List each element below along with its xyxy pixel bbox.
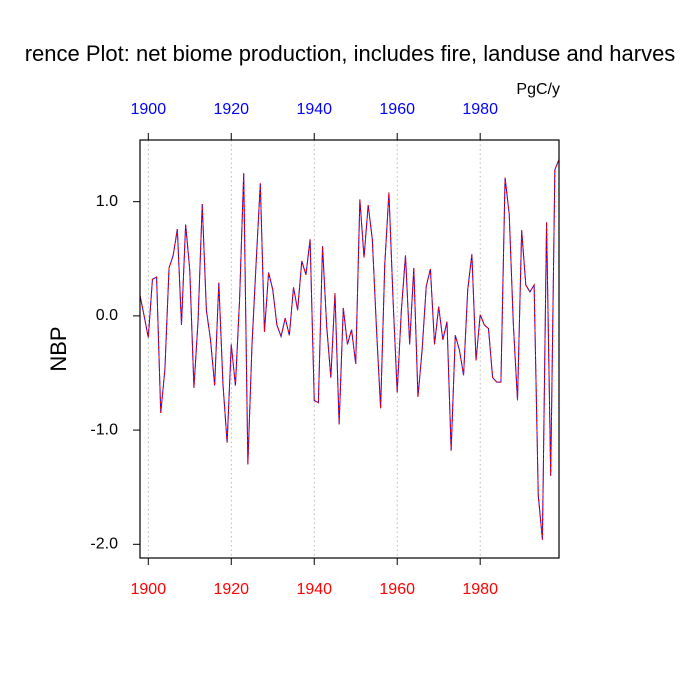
units-label: PgC/y [516,81,560,98]
chart-title: rence Plot: net biome production, includ… [25,41,676,66]
x-tick-label: 1980 [462,581,498,598]
plot-frame [139,139,560,559]
x-tick-label: 1960 [379,581,415,598]
x2-tick-label: 1920 [213,101,249,118]
data-line [139,159,560,540]
y-tick-label: -2.0 [90,536,118,553]
x2-tick-label: 1980 [462,101,498,118]
y-tick-label: 0.0 [96,307,118,324]
x-tick-label: 1900 [131,581,167,598]
data-line [139,159,560,540]
y-axis-label: NBP [46,326,71,371]
x2-tick-label: 1940 [296,101,332,118]
y-tick-label: -1.0 [90,421,118,438]
x2-tick-label: 1900 [131,101,167,118]
y-tick-label: 1.0 [96,193,118,210]
x-tick-label: 1920 [213,581,249,598]
x2-tick-label: 1960 [379,101,415,118]
x-tick-label: 1940 [296,581,332,598]
